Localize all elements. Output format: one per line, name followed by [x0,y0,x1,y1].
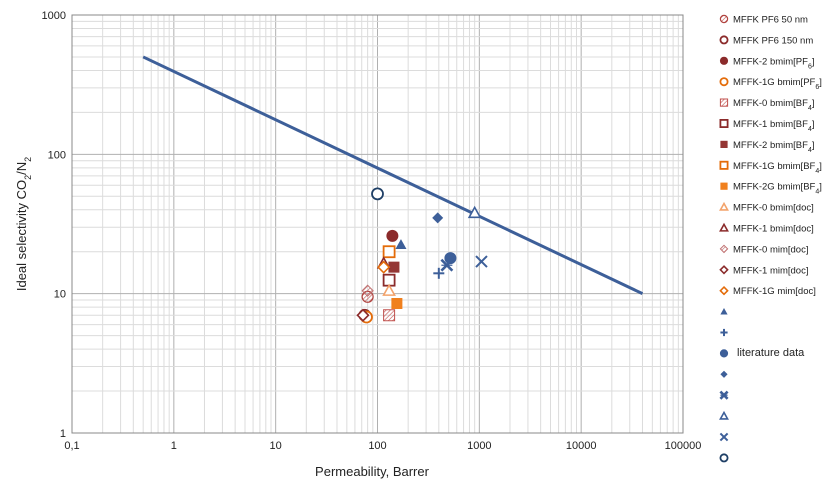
legend-entry-label: MFFK-0 bmim[BF4] [733,98,815,112]
marker-triangle-open [719,201,729,211]
x-tick-label: 0,1 [64,440,79,452]
marker-circle-open [719,453,729,463]
x-tick-label: 10 [270,440,282,452]
x-tick-label: 10000 [566,440,597,452]
x-tick-label: 100 [368,440,386,452]
marker-diamond-hatch [719,244,729,254]
legend: MFFK PF6 50 nm MFFK PF6 150 nm MFFK-2 bmim… [719,14,822,463]
upper-bound-line-group [142,55,644,296]
y-tick-label: 1 [60,428,66,440]
marker-triangle-open [719,410,729,420]
data-points [356,187,488,324]
marker-x [475,255,488,268]
x-axis-title: Permeability, Barrer [315,464,430,479]
marker-diamond-filled [432,212,444,224]
marker-diamond-open [377,260,391,274]
marker-circle-filled [719,349,729,358]
marker-diamond-open [719,265,729,275]
marker-diamond-filled [720,370,728,378]
legend-entry-label: MFFK-1 mim[doc] [733,265,808,276]
marker-triangle-open [719,222,729,232]
marker-circle-filled [719,56,729,65]
marker-square-open [719,160,729,170]
marker-circle-filled [444,252,457,265]
legend-entry-label: MFFK-1 bmim[BF4] [733,119,815,133]
marker-triangle-filled [720,308,728,315]
marker-circle-filled [386,229,399,242]
marker-square-hatch [719,98,729,107]
y-axis-ticks: 1 10 100 1000 [42,10,66,440]
marker-x-bold [719,390,729,400]
x-tick-label: 100000 [665,440,702,452]
plot-frame [71,14,684,434]
marker-square-filled [391,298,403,310]
legend-entry-label: MFFK-1G bmim[BF4] [733,161,822,175]
legend-entry-label: MFFK-2 bmim[PF6] [733,56,815,70]
legend-entry-label: MFFK-2 bmim[BF4] [733,140,815,154]
legend-entry-label: MFFK PF6 50 nm [733,15,808,26]
x-tick-label: 1 [171,440,177,452]
y-tick-label: 100 [48,149,66,161]
legend-entry-label: MFFK PF6 150 nm [733,35,813,46]
legend-entry-label: MFFK-1G bmim[PF6] [733,77,822,91]
marker-triangle-filled [395,239,407,249]
y-axis-title: Ideal selectivity CO2/N2 [14,157,33,291]
marker-square-filled [388,261,400,273]
upper-bound-line [142,55,644,296]
marker-plus [720,328,728,337]
y-tick-label: 10 [54,289,66,301]
x-tick-label: 1000 [467,440,491,452]
x-axis-ticks: 0,1 1 10 100 1000 10000 100000 [64,440,701,452]
legend-entry-label: MFFK-2G bmim[BF4] [733,182,822,196]
marker-diamond-open [719,285,729,296]
marker-square-filled [720,140,728,148]
legend-entry-label: MFFK-1G mim[doc] [733,286,816,297]
marker-circle-open [719,35,729,45]
marker-square-hatch [383,309,396,322]
marker-plus [433,267,445,279]
marker-triangle-open [382,283,396,296]
legend-entry-label: MFFK-0 mim[doc] [733,244,808,255]
legend-entry-label: MFFK-1 bmim[doc] [733,224,814,235]
marker-circle-hatch [719,14,729,24]
marker-triangle-open [467,205,482,219]
y-tick-label: 1000 [42,10,66,22]
marker-circle-open [719,77,729,87]
marker-diamond-hatch [361,284,374,297]
marker-square-filled [720,182,728,190]
marker-square-open [719,119,729,129]
marker-x [719,432,729,442]
marker-square-open [382,245,396,259]
marker-x-bold [440,258,454,272]
legend-entry-label: MFFK-0 bmim[doc] [733,203,814,214]
marker-circle-open [371,187,384,201]
grid [71,15,683,434]
marker-diamond-open [356,308,370,322]
legend-literature-label: literature data [737,347,805,359]
